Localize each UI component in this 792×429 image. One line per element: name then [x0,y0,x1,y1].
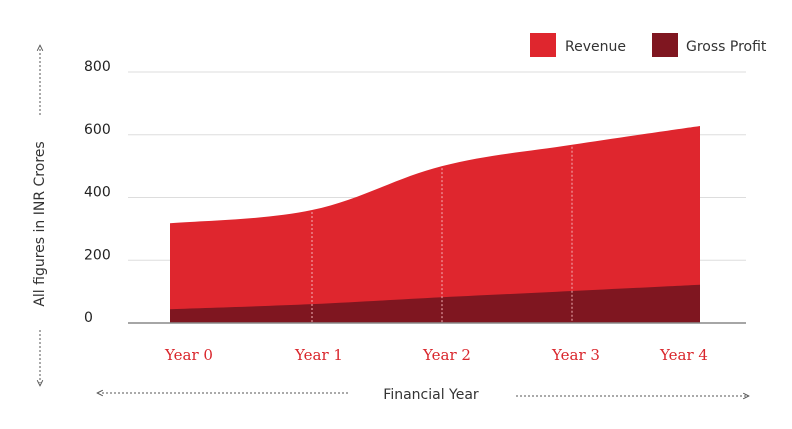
legend-label-gross-profit: Gross Profit [686,39,767,55]
area-gross-profit [170,284,700,323]
y-tick-label: 800 [84,59,111,75]
x-axis-title-group: Financial Year [100,387,746,403]
y-axis-title: All figures in INR Crores [32,141,48,306]
x-tick-label: Year 0 [164,346,213,364]
x-tick-label: Year 3 [551,346,600,364]
y-axis-title-group: All figures in INR Crores [32,48,48,383]
area-revenue [170,125,700,323]
chart-areas [170,125,700,323]
y-tick-label: 200 [84,247,111,263]
x-tick-label: Year 4 [659,346,708,364]
x-tick-labels: Year 0 Year 1 Year 2 Year 3 Year 4 [164,346,708,364]
legend-swatch-gross-profit [652,33,678,57]
legend-swatch-revenue [530,33,556,57]
legend: Revenue Gross Profit [530,33,767,57]
x-tick-label: Year 2 [422,346,471,364]
legend-label-revenue: Revenue [565,39,626,55]
y-tick-label: 400 [84,185,111,201]
x-tick-label: Year 1 [294,346,343,364]
y-tick-label: 0 [84,310,93,326]
year-dividers [311,146,573,323]
y-tick-labels: 0 200 400 600 800 [84,59,111,326]
y-tick-label: 600 [84,122,111,138]
x-axis-title: Financial Year [383,387,479,403]
